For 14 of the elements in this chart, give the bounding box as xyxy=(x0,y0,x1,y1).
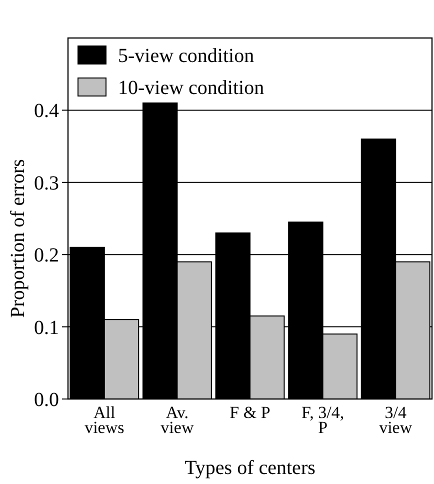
x-tick-label: 3/4 view xyxy=(379,403,413,437)
y-tick-label: 0.2 xyxy=(34,244,59,267)
y-tick-label: 0.3 xyxy=(34,172,59,194)
x-axis-title: Types of centers xyxy=(184,457,316,479)
legend-label: 5-view condition xyxy=(118,45,254,67)
legend-label: 10-view condition xyxy=(118,77,264,99)
x-tick-label: F, 3/4, P xyxy=(302,403,344,437)
y-tick-label: 0.4 xyxy=(34,100,59,122)
x-tick-label: Av. view xyxy=(160,403,194,437)
y-tick-label: 0.0 xyxy=(34,389,59,411)
x-tick-label: All views xyxy=(84,403,124,437)
x-tick-label: F & P xyxy=(230,403,270,422)
y-tick-label: 0.1 xyxy=(34,316,59,339)
y-axis-title: Proportion of errors xyxy=(7,158,29,318)
